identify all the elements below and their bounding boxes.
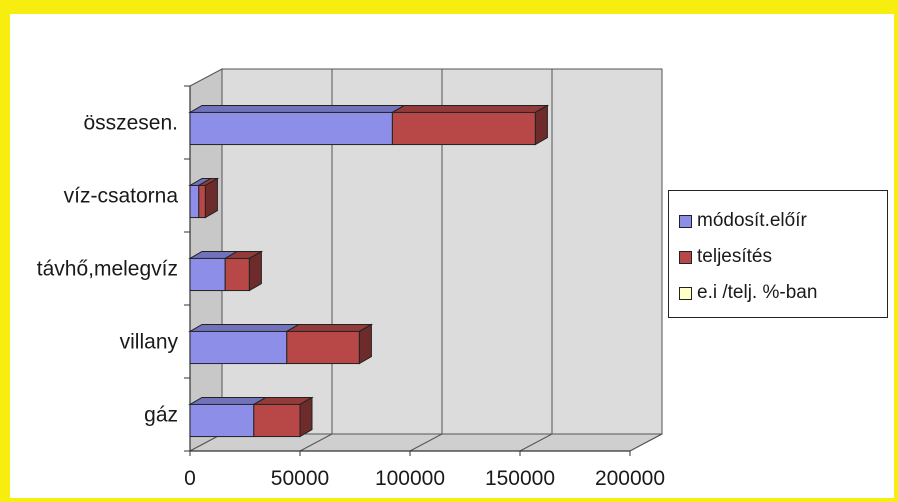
bar-segment xyxy=(253,403,301,438)
legend: módosít.előír teljesítés e.i /telj. %-ba… xyxy=(668,190,888,318)
legend-label: módosít.előír xyxy=(697,210,807,231)
legend-swatch xyxy=(679,286,692,300)
x-tick-label: 200000 xyxy=(595,467,665,490)
gridline-floor xyxy=(409,433,443,452)
x-tick-label: 100000 xyxy=(375,467,445,490)
bar-segment xyxy=(189,403,255,438)
bar-segment xyxy=(189,257,226,292)
legend-item: teljesítés xyxy=(679,239,887,275)
bar-segment xyxy=(198,184,206,219)
category-label: összesen. xyxy=(83,112,178,135)
x-tick-label: 50000 xyxy=(271,467,329,490)
bar-top-face xyxy=(188,104,407,113)
x-tick-label: 150000 xyxy=(485,467,555,490)
bar-side-face xyxy=(534,104,548,146)
legend-item: e.i /telj. %-ban xyxy=(679,275,887,311)
category-label: víz-csatorna xyxy=(64,185,179,208)
x-tick-label: 0 xyxy=(184,467,196,490)
chart-plot: 0 50000 100000 150000 200000 gáz villany távhő,… xyxy=(37,68,665,490)
legend-swatch xyxy=(679,214,692,228)
category-label: gáz xyxy=(144,404,178,427)
legend-item: módosít.előír xyxy=(679,203,887,239)
gridline-floor xyxy=(299,433,333,452)
bar-segment xyxy=(189,184,200,219)
legend-label: e.i /telj. %-ban xyxy=(697,282,818,303)
category-label: távhő,melegvíz xyxy=(37,258,178,281)
bar-segment xyxy=(189,330,288,365)
gridline-floor xyxy=(629,433,663,452)
bar-side-face xyxy=(248,250,262,292)
bar-side-face xyxy=(204,177,218,219)
bar-segment xyxy=(391,111,536,146)
bar-top-face xyxy=(284,323,374,332)
legend-swatch xyxy=(679,250,692,264)
bar-top-face xyxy=(188,323,301,332)
category-label: villany xyxy=(120,331,179,354)
bar-top-face xyxy=(188,396,268,405)
bar-segment xyxy=(286,330,360,365)
chart-frame: 0 50000 100000 150000 200000 gáz villany távhő,… xyxy=(10,14,894,498)
bar-side-face xyxy=(299,396,313,438)
bar-segment xyxy=(189,111,393,146)
bar-side-face xyxy=(358,323,372,365)
bar-top-face xyxy=(390,104,550,113)
bar-segment xyxy=(224,257,250,292)
gridline-floor xyxy=(519,433,553,452)
legend-label: teljesítés xyxy=(697,246,772,267)
